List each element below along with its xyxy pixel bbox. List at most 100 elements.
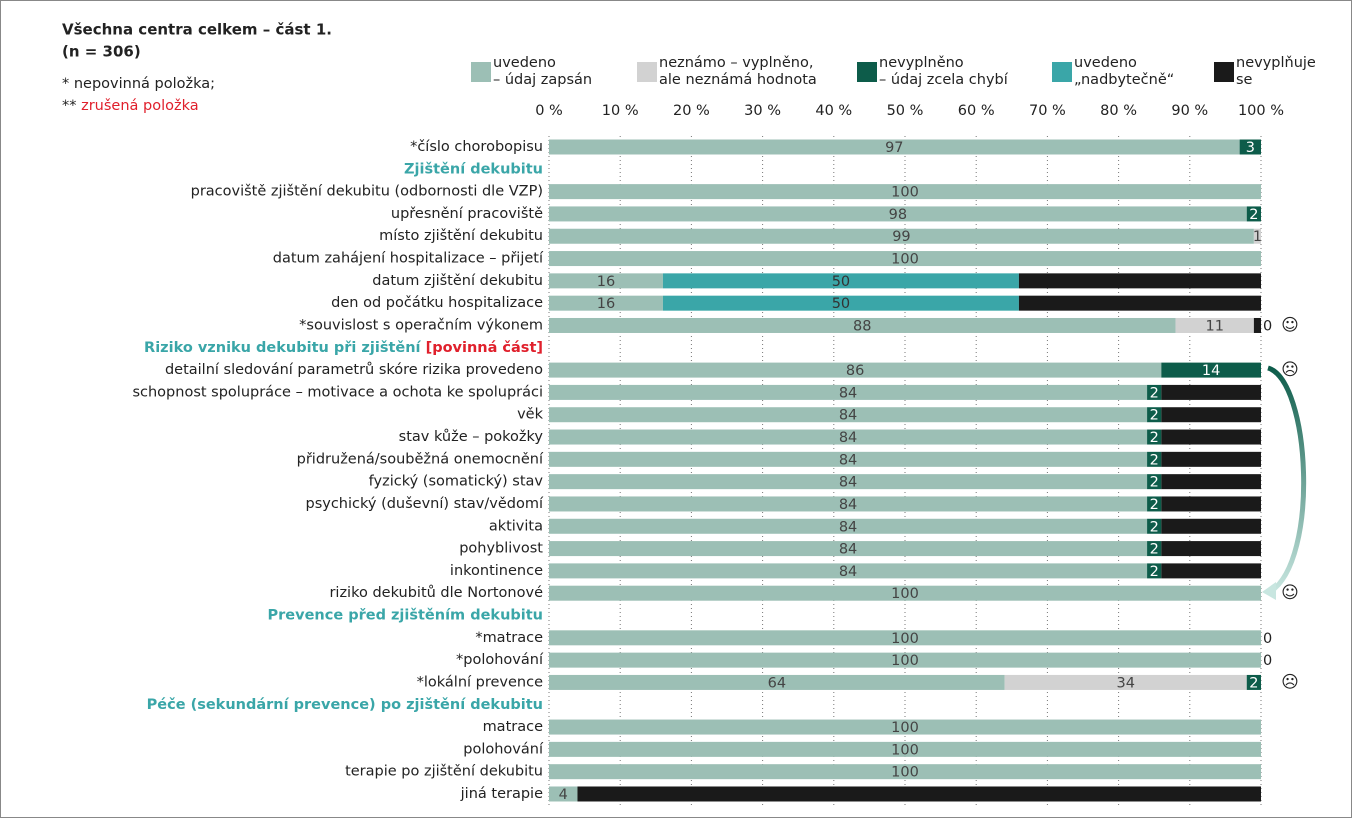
x-tick-label: 30 % (744, 103, 781, 119)
x-tick-label: 40 % (815, 103, 852, 119)
legend-swatch (1214, 62, 1234, 82)
y-tick-label: místo zjištění dekubitu (379, 228, 543, 244)
legend-label: nevyplněno – údaj zcela chybí (879, 55, 1009, 88)
x-tick-label: 70 % (1029, 103, 1066, 119)
bar-segment (549, 139, 1240, 155)
data-label: 100 (891, 742, 919, 758)
bar-segment (1161, 563, 1261, 579)
y-tick-label: přidružená/souběžná onemocnění (297, 451, 544, 467)
x-tick-label: 60 % (958, 103, 995, 119)
data-label: 2 (1150, 408, 1159, 424)
bar-segment (549, 474, 1148, 490)
data-label: 84 (839, 542, 857, 558)
bar-segment (1004, 674, 1247, 690)
data-label: 100 (891, 653, 919, 669)
y-tick-label: *polohování (456, 652, 544, 668)
y-tick-label: stav kůže – pokožky (399, 429, 544, 445)
bar-segment (549, 674, 1005, 690)
note: * nepovinná položka; (62, 76, 215, 92)
bar-segment (1147, 496, 1162, 512)
data-label: 88 (853, 318, 871, 334)
y-tick-label: psychický (duševní) stav/vědomí (306, 496, 544, 512)
legend-label: nevyplňuje se (1236, 55, 1316, 88)
bar-segment (1161, 518, 1261, 534)
section-heading: Zjištění dekubitu (404, 161, 543, 177)
legend-swatch (637, 62, 657, 82)
data-label: 2 (1150, 452, 1159, 468)
data-label: 16 (597, 274, 615, 290)
data-label: 2 (1150, 564, 1159, 580)
note: ** (62, 98, 81, 114)
bar-segment (1147, 451, 1162, 467)
legend-swatch (1052, 62, 1072, 82)
y-tick-label: datum zahájení hospitalizace – přijetí (273, 251, 544, 267)
data-label: 2 (1249, 207, 1258, 223)
data-label: 97 (885, 140, 903, 156)
data-label: 84 (839, 452, 857, 468)
arrow (1266, 365, 1307, 595)
y-tick-label: datum zjištění dekubitu (372, 273, 543, 289)
y-tick-label: matrace (483, 719, 544, 735)
bar-segment (1161, 451, 1261, 467)
y-tick-label: inkontinence (450, 563, 543, 579)
y-tick-label: aktivita (489, 518, 543, 534)
data-label: 84 (839, 564, 857, 580)
data-label: 84 (839, 408, 857, 424)
data-label: 16 (597, 296, 615, 312)
data-label: 1 (1253, 229, 1262, 245)
data-label: 50 (832, 296, 850, 312)
bar-segment (1147, 541, 1162, 557)
data-label: 84 (839, 475, 857, 491)
y-tick-label: terapie po zjištění dekubitu (345, 764, 543, 780)
y-tick-label: *lokální prevence (417, 674, 543, 690)
y-tick-label: detailní sledování parametrů skóre rizik… (165, 362, 543, 378)
data-label: 0 (1263, 318, 1272, 334)
bar-segment (1161, 474, 1261, 490)
data-label: 2 (1249, 675, 1258, 691)
bar-segment (549, 407, 1148, 423)
bar-segment (662, 295, 1019, 311)
arrow-head (1262, 582, 1276, 600)
y-tick-label: polohování (463, 741, 544, 757)
bar-segment (1253, 228, 1261, 244)
section-heading: Riziko vzniku dekubitu při zjištění [pov… (144, 340, 543, 356)
bar-segment (549, 563, 1148, 579)
section-heading: Prevence před zjištěním dekubitu (268, 608, 544, 624)
bar-segment (1018, 273, 1261, 289)
bar-segment (1175, 317, 1254, 333)
y-tick-label: upřesnění pracoviště (391, 206, 543, 222)
bar-segment (1253, 317, 1261, 333)
x-tick-label: 20 % (673, 103, 710, 119)
bar-segment (1161, 541, 1261, 557)
y-tick-label: pohyblivost (459, 541, 543, 557)
data-label: 11 (1205, 318, 1223, 334)
y-tick-label: jiná terapie (460, 786, 543, 802)
bar-segment (549, 228, 1254, 244)
bar-segment (549, 585, 1261, 601)
data-label: 100 (891, 631, 919, 647)
data-label: 2 (1150, 385, 1159, 401)
bar-segment (1147, 429, 1162, 445)
bar-segment (1161, 407, 1261, 423)
bar-segment (549, 251, 1261, 267)
data-label: 84 (839, 430, 857, 446)
annotation: ☹ (1281, 672, 1299, 692)
bar-segment (549, 451, 1148, 467)
data-label: 100 (891, 185, 919, 201)
data-label: 0 (1263, 631, 1272, 647)
bar-segment (549, 630, 1261, 646)
bar-segment (1147, 474, 1162, 490)
y-tick-label: *matrace (475, 630, 543, 646)
annotation: ☹ (1281, 360, 1299, 380)
y-tick-label: den od počátku hospitalizace (331, 295, 543, 311)
bar-segment (549, 206, 1247, 222)
data-label: 50 (832, 274, 850, 290)
y-tick-label: pracoviště zjištění dekubitu (odbornosti… (191, 184, 543, 200)
y-tick-label: riziko dekubitů dle Nortonové (329, 585, 543, 601)
bar-segment (1161, 496, 1261, 512)
chart-title: Všechna centra celkem – část 1. (62, 21, 332, 39)
bar-segment (1246, 206, 1261, 222)
data-label: 99 (892, 229, 910, 245)
y-tick-label: schopnost spolupráce – motivace a ochota… (132, 384, 543, 400)
